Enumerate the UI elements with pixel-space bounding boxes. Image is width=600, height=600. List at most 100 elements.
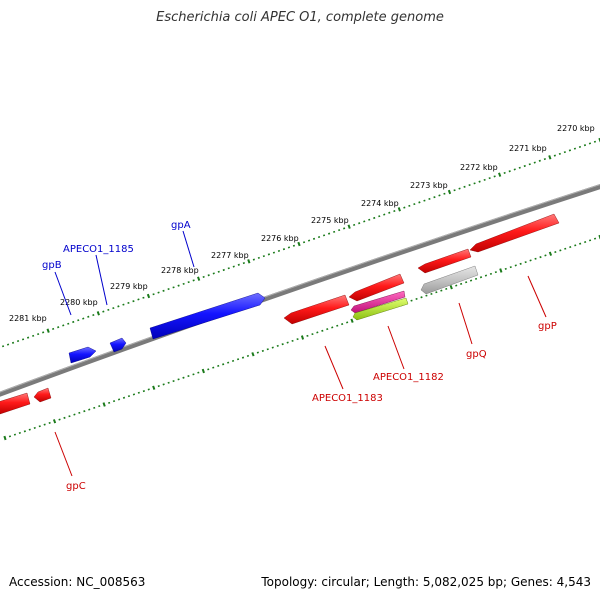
scale-minor-tick xyxy=(88,408,91,411)
gene-APECO1_1183[interactable] xyxy=(283,294,350,325)
scale-minor-tick xyxy=(574,244,577,247)
scale-minor-tick xyxy=(87,315,90,318)
scale-minor-tick xyxy=(445,287,448,290)
scale-minor-tick xyxy=(504,267,507,270)
scale-minor-tick xyxy=(77,319,80,322)
scale-minor-tick xyxy=(465,281,468,284)
scale-minor-tick xyxy=(11,341,15,344)
scale-minor-tick xyxy=(296,338,299,341)
scale-minor-tick xyxy=(538,159,541,162)
scale-minor-tick xyxy=(408,204,411,207)
gene-APECO1_1182-upper[interactable] xyxy=(348,273,405,302)
gene-label: gpA xyxy=(171,220,191,231)
scale-minor-tick xyxy=(403,206,406,209)
scale-minor-tick xyxy=(336,324,339,327)
scale-minor-tick xyxy=(559,249,562,252)
scale-label: 2281 kbp xyxy=(9,314,47,323)
scale-minor-tick xyxy=(242,262,245,265)
genome-stats-text: Topology: circular; Length: 5,082,025 bp… xyxy=(261,575,591,589)
scale-minor-tick xyxy=(508,170,511,173)
scale-minor-tick xyxy=(137,298,140,301)
scale-minor-tick xyxy=(509,266,512,269)
scale-minor-tick xyxy=(276,344,279,347)
reverse-scale-ticks xyxy=(3,234,600,441)
scale-minor-tick xyxy=(222,363,225,366)
gene-label: APECO1_1185 xyxy=(63,244,134,255)
scale-minor-tick xyxy=(583,144,587,147)
scale-minor-tick xyxy=(579,242,582,245)
scale-minor-tick xyxy=(202,275,205,278)
scale-label: 2278 kbp xyxy=(161,266,199,275)
scale-label: 2277 kbp xyxy=(211,251,249,260)
scale-major-tick xyxy=(46,328,50,333)
scale-minor-tick xyxy=(529,259,532,262)
scale-minor-tick xyxy=(67,322,70,325)
scale-minor-tick xyxy=(78,411,81,414)
gene-gpP[interactable] xyxy=(469,213,560,253)
scale-minor-tick xyxy=(327,232,331,235)
scale-major-tick xyxy=(201,368,205,374)
scale-major-tick xyxy=(548,251,553,256)
scale-minor-tick xyxy=(108,401,111,404)
scale-minor-tick xyxy=(262,255,265,258)
scale-minor-tick xyxy=(479,276,483,279)
scale-minor-tick xyxy=(539,255,542,259)
scale-minor-tick xyxy=(52,327,55,330)
scale-minor-tick xyxy=(514,264,517,267)
scale-minor-tick xyxy=(272,251,276,254)
scale-label: 2280 kbp xyxy=(60,298,98,307)
scale-minor-tick xyxy=(32,334,35,337)
scale-minor-tick xyxy=(302,241,306,244)
scale-major-tick xyxy=(52,419,57,424)
scale-minor-tick xyxy=(137,391,140,394)
scale-major-tick xyxy=(447,189,452,195)
scale-minor-tick xyxy=(368,218,371,221)
scale-minor-tick xyxy=(177,284,180,287)
leader-line xyxy=(458,302,473,345)
gene-gpP-part[interactable] xyxy=(417,248,472,274)
scale-minor-tick xyxy=(423,199,426,202)
scale-minor-tick xyxy=(519,262,522,265)
gene-gpC[interactable] xyxy=(33,387,52,403)
scale-minor-tick xyxy=(237,263,240,266)
leader-line xyxy=(182,230,195,268)
genome-backbone xyxy=(0,183,600,397)
scale-minor-tick xyxy=(383,213,386,216)
scale-minor-tick xyxy=(13,433,17,436)
scale-label: 2274 kbp xyxy=(361,199,399,208)
scale-minor-tick xyxy=(107,308,110,311)
scale-minor-tick xyxy=(207,274,210,277)
scale-minor-tick xyxy=(167,288,170,291)
scale-minor-tick xyxy=(212,272,215,275)
scale-minor-tick xyxy=(187,375,190,378)
scale-minor-tick xyxy=(503,171,506,174)
scale-minor-tick xyxy=(38,425,41,428)
gene-APECO1_1182[interactable] xyxy=(350,290,406,314)
gene-gpA[interactable] xyxy=(149,292,266,340)
gene-APECO1_1182-alt[interactable] xyxy=(352,297,409,321)
scale-minor-tick xyxy=(488,177,491,180)
gene-gpQ[interactable] xyxy=(420,265,479,295)
scale-minor-tick xyxy=(468,184,471,187)
scale-minor-tick xyxy=(346,321,349,324)
scale-minor-tick xyxy=(418,201,421,204)
scale-label: 2276 kbp xyxy=(261,234,299,243)
scale-minor-tick xyxy=(578,145,582,148)
gene-APECO1_1185[interactable] xyxy=(109,337,127,353)
scale-minor-tick xyxy=(534,257,537,260)
scale-minor-tick xyxy=(455,284,458,287)
scale-minor-tick xyxy=(478,180,481,183)
scale-minor-tick xyxy=(16,340,20,343)
scale-minor-tick xyxy=(266,348,269,351)
scale-minor-tick xyxy=(494,271,497,274)
scale-minor-tick xyxy=(157,385,160,388)
scale-minor-tick xyxy=(92,314,95,317)
scale-minor-tick xyxy=(142,390,145,393)
gene-gpB[interactable] xyxy=(68,346,97,364)
scale-minor-tick xyxy=(558,152,561,155)
gene-gpC-left[interactable] xyxy=(0,392,31,415)
scale-label: 2273 kbp xyxy=(410,181,448,190)
scale-minor-tick xyxy=(363,220,366,223)
scale-minor-tick xyxy=(528,163,531,166)
scale-major-tick xyxy=(300,335,305,340)
